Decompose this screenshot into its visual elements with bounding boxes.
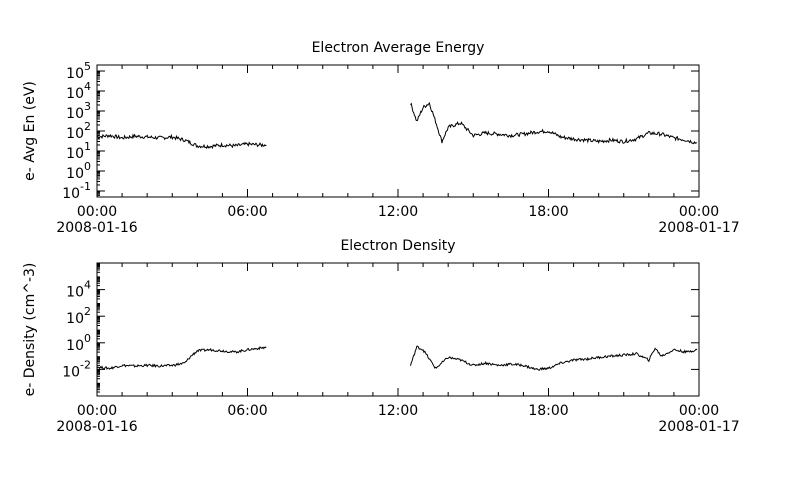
x-tick-label: 00:00 [679, 204, 719, 220]
y-axis-label: e- Avg En (eV) [22, 81, 38, 181]
plot-frame [96, 262, 700, 397]
y-tick-label: 101 [66, 140, 91, 162]
chart-title: Electron Density [340, 238, 455, 254]
series-line-1 [410, 345, 698, 371]
x-tick-label: 00:00 [679, 403, 719, 419]
y-tick-label: 104 [66, 80, 91, 102]
series-line-1 [410, 101, 698, 145]
y-axis-label: e- Density (cm^-3) [22, 263, 38, 397]
y-tick-label: 102 [66, 305, 91, 327]
x-tick-label: 00:00 [77, 204, 117, 220]
y-tick-label: 10-1 [62, 180, 91, 202]
x-tick-label: 18:00 [528, 403, 568, 419]
x-tick-date-label: 2008-01-17 [658, 419, 739, 435]
chart-title: Electron Average Energy [312, 40, 485, 56]
x-tick-date-label: 2008-01-17 [658, 220, 739, 236]
series-line-0 [96, 345, 267, 370]
x-tick-label: 06:00 [227, 403, 267, 419]
y-tick-label: 102 [66, 120, 91, 142]
y-tick-label: 100 [66, 332, 91, 354]
y-tick-label: 100 [66, 160, 91, 182]
series-line-0 [96, 133, 267, 150]
x-tick-date-label: 2008-01-16 [56, 220, 137, 236]
x-tick-label: 12:00 [378, 403, 418, 419]
x-tick-label: 06:00 [227, 204, 267, 220]
y-tick-label: 104 [66, 279, 91, 301]
electron-average-energy-panel: Electron Average Energy e- Avg En (eV) 10-… [22, 40, 740, 236]
y-tick-label: 103 [66, 100, 91, 122]
plot-frame [96, 64, 700, 198]
electron-density-panel: Electron Density e- Density (cm^-3) 10-2 10… [22, 238, 740, 435]
x-tick-label: 12:00 [378, 204, 418, 220]
x-tick-date-label: 2008-01-16 [56, 419, 137, 435]
x-tick-label: 00:00 [77, 403, 117, 419]
y-tick-label: 10-2 [62, 358, 91, 380]
x-tick-label: 18:00 [528, 204, 568, 220]
y-tick-label: 105 [66, 60, 91, 82]
